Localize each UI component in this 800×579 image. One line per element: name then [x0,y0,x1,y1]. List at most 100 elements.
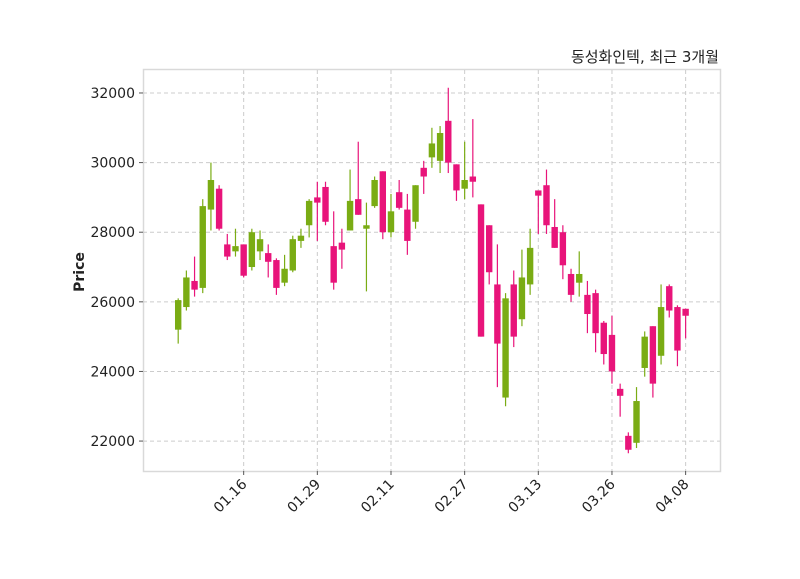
candle-body [412,185,419,222]
candle-down [420,160,427,194]
candle-up [183,270,190,311]
candle-body [436,133,444,161]
candle-body [428,143,436,158]
candle-body [297,235,305,241]
candle-body [608,334,616,372]
candle-down [625,432,632,454]
candle-body [616,388,624,396]
candle-body [633,401,640,443]
candle-body [559,232,567,266]
candle-up [199,199,206,294]
y-axis-label: Price [72,252,88,292]
candle-body [666,286,673,311]
candle-down [666,284,673,318]
candle-down [592,289,599,353]
candle-up [174,298,182,344]
candle-up [281,254,288,287]
candle-body [494,284,501,344]
candle-down [215,185,223,231]
candle-body [248,232,256,268]
candle-body [657,307,665,356]
candle-down [338,228,346,269]
candle-up [633,387,640,449]
candle-up [461,141,468,200]
candle-body [469,176,477,182]
x-tick-label: 03.26 [579,476,619,516]
x-tick-label: 01.29 [284,477,324,517]
candle-up [297,228,305,248]
candle-body [486,225,493,273]
candle-up [641,331,648,377]
x-tick-label: 02.11 [358,477,398,517]
y-tick-label: 26000 [90,295,135,311]
candle-down [486,225,493,285]
candle-down [649,326,657,398]
candle-body [314,197,321,203]
candle-body [215,188,223,229]
candle-down [240,244,247,278]
candle-body [371,179,378,207]
candle-body [592,293,599,334]
candle-down [584,280,591,334]
candle-body [567,273,575,295]
candle-body [387,211,395,233]
candle-down [453,164,460,201]
candle-down [379,171,387,240]
y-tick-label: 24000 [90,364,135,380]
candle-body [510,284,517,337]
candle-down [477,204,485,337]
candle-body [174,300,182,330]
x-tick-label: 02.27 [432,477,472,517]
candle-body [625,435,632,450]
candle-body [600,322,607,355]
candle-up [371,176,378,208]
candle-down [551,199,558,248]
candle-down [682,308,689,339]
candle-body [674,307,681,351]
candle-up [207,162,215,231]
candle-body [584,294,591,315]
candle-down [273,258,280,295]
candle-down [559,225,567,280]
y-axis-ticks: 22000 24000 26000 28000 30000 32000 [90,86,143,450]
x-tick-label: 04.08 [653,477,693,517]
candle-down [224,233,231,261]
candle-body [649,326,657,384]
candle-up [436,126,444,174]
candle-body [240,244,247,276]
candle-body [526,247,534,285]
candle-up [256,230,264,261]
candle-body [305,200,313,226]
candle-up [657,284,665,365]
candle-down [494,244,501,388]
candle-body [445,120,452,163]
candle-down [600,320,607,365]
candle-down [608,315,616,384]
candle-body [281,268,288,283]
candle-body [338,242,346,250]
candle-down [404,193,411,255]
candle-up [576,251,583,297]
candle-down [395,179,403,210]
candle-body [551,226,558,248]
candle-up [232,228,239,257]
candle-body [330,246,337,283]
candle-body [363,225,370,229]
candle-body [641,336,648,368]
candle-body [502,298,509,398]
y-tick-label: 22000 [90,434,135,450]
candle-body [355,199,362,215]
x-tick-label: 03.13 [505,477,545,517]
candle-body [576,273,583,283]
x-axis-ticks: 01.16 01.29 02.11 02.27 03.13 03.26 04.08 [211,471,693,517]
candle-body [191,280,198,290]
candle-body [289,239,296,271]
candle-down [510,270,517,348]
candle-body [183,277,190,308]
y-tick-label: 30000 [90,156,135,172]
candle-body [199,206,206,288]
candle-down [445,87,452,174]
candle-up [248,228,256,271]
candle-down [265,244,272,278]
candle-down [330,211,337,290]
